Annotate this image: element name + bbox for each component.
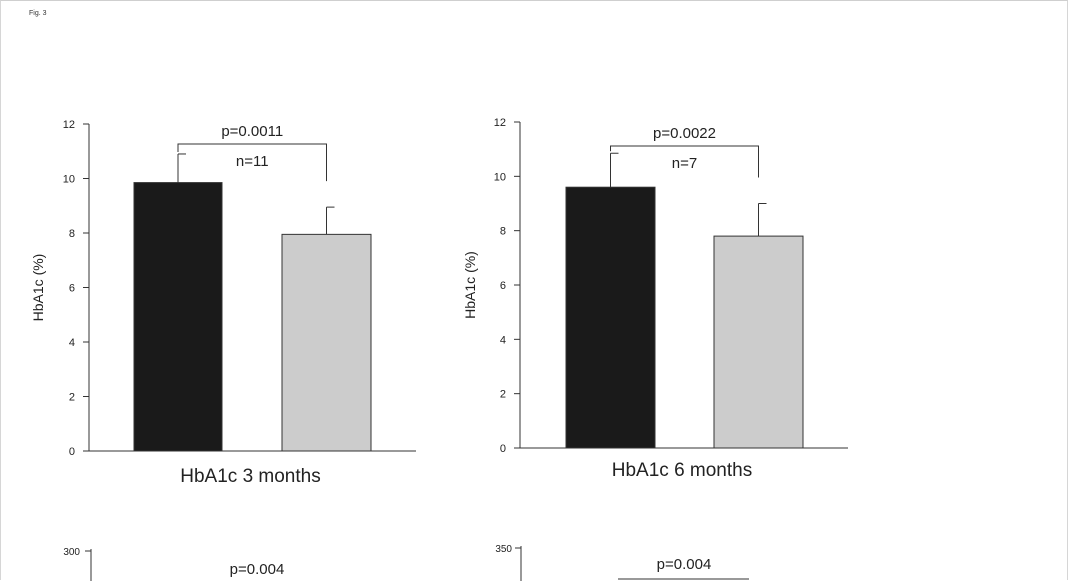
chart-partial-bottom-right: 350 p=0.004 xyxy=(495,544,749,581)
y-tick-label: 12 xyxy=(494,117,506,129)
y-tick-label: 2 xyxy=(500,389,506,401)
y-ticks xyxy=(83,123,89,452)
error-bars xyxy=(610,152,767,237)
chart-title: HbA1c 6 months xyxy=(612,460,752,481)
y-tick-label: 8 xyxy=(500,226,506,238)
n-label: n=11 xyxy=(236,153,269,170)
p-value-label: p=0.0022 xyxy=(653,125,716,142)
y-axis-label: HbA1c (%) xyxy=(462,251,478,319)
y-tick-label: 0 xyxy=(500,443,506,455)
y-tick-label: 6 xyxy=(69,283,75,295)
y-tick-label: 6 xyxy=(500,280,506,292)
chart-partial-bottom-left: 300 p=0.004 xyxy=(63,547,284,581)
y-axis-label: HbA1c (%) xyxy=(30,254,46,322)
y-tick-label: 2 xyxy=(69,392,75,404)
y-tick-label: 350 xyxy=(495,544,512,555)
p-value-label: p=0.004 xyxy=(657,556,712,573)
y-tick-label: 4 xyxy=(69,337,75,349)
bars xyxy=(133,182,372,452)
chart-hba1c-3-months: 0 2 4 6 8 10 12 p=0.0011 n=11 HbA1c (%) HbA1c … xyxy=(30,119,416,487)
chart-title: HbA1c 3 months xyxy=(180,466,320,487)
error-bars xyxy=(177,153,335,235)
bars xyxy=(565,186,804,449)
chart-hba1c-6-months: 0 2 4 6 8 10 12 p=0.0022 n=7 HbA1c (%) HbA1c 6… xyxy=(462,117,848,481)
y-tick-label: 4 xyxy=(500,334,506,346)
significance-bracket xyxy=(610,145,759,178)
y-tick-label: 10 xyxy=(63,174,75,186)
p-value-label: p=0.0011 xyxy=(221,123,283,140)
y-tick-label: 300 xyxy=(63,547,80,558)
n-label: n=7 xyxy=(672,155,697,172)
y-tick-label: 10 xyxy=(494,171,506,183)
bar xyxy=(713,235,804,449)
y-tick-labels: 0 2 4 6 8 10 12 xyxy=(63,119,75,458)
significance-bracket xyxy=(177,143,327,182)
y-ticks xyxy=(514,121,520,449)
y-tick-label: 12 xyxy=(63,119,75,131)
y-tick-labels: 0 2 4 6 8 10 12 xyxy=(494,117,506,455)
y-tick-label: 8 xyxy=(69,228,75,240)
bar xyxy=(565,186,656,449)
y-tick-label: 0 xyxy=(69,446,75,458)
bar xyxy=(133,182,223,452)
figure-label: Fig. 3 xyxy=(29,10,47,17)
bar xyxy=(281,233,372,452)
p-value-label: p=0.004 xyxy=(230,561,285,578)
